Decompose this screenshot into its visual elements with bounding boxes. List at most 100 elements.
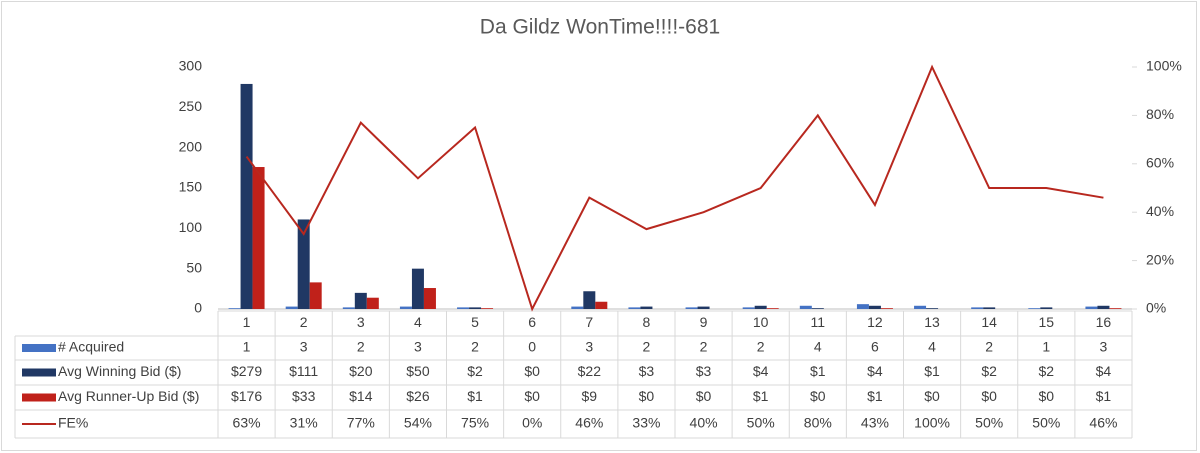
y-tick-label: 150	[179, 179, 203, 195]
fe-line	[245, 64, 1104, 312]
chart-title: Da Gildz WonTime!!!!-681	[480, 16, 720, 39]
bar	[285, 306, 298, 309]
bar	[1040, 307, 1053, 309]
table-cell: $22	[578, 363, 602, 379]
table-cell: 1	[243, 339, 251, 355]
bar	[1085, 306, 1098, 309]
bar	[240, 83, 253, 309]
bar	[354, 292, 367, 309]
table-cell: $0	[810, 388, 826, 404]
table-cell: 2	[757, 339, 765, 355]
x-tick-label: 14	[981, 314, 997, 330]
table-cell: 2	[643, 339, 651, 355]
table-cell: $1	[867, 388, 883, 404]
x-tick-label: 6	[528, 314, 536, 330]
y-tick-label: 0	[194, 300, 202, 316]
y-tick-label: 50	[186, 259, 202, 275]
table-cell: 75%	[461, 415, 489, 431]
table-cell: 50%	[975, 415, 1003, 431]
x-tick-label: 4	[414, 314, 422, 330]
table-cell: $0	[1039, 388, 1055, 404]
table-cell: $9	[582, 388, 598, 404]
x-tick-label: 3	[357, 314, 365, 330]
x-tick-label: 7	[585, 314, 593, 330]
table-cell: 54%	[404, 415, 432, 431]
legend-label: Avg Runner-Up Bid ($)	[58, 388, 199, 404]
table-cell: 0%	[522, 415, 542, 431]
table-cell: 4	[928, 339, 936, 355]
table-cell: 2	[985, 339, 993, 355]
table-cell: $26	[406, 388, 430, 404]
table-cell: $2	[467, 363, 483, 379]
bar	[423, 288, 436, 309]
bar	[342, 307, 355, 309]
bar	[685, 307, 698, 309]
x-tick-label: 9	[700, 314, 708, 330]
table-cell: 3	[585, 339, 593, 355]
y-tick-label: 250	[179, 98, 203, 114]
table-cell: $0	[524, 388, 540, 404]
table-cell: $0	[639, 388, 655, 404]
x-tick-label: 2	[300, 314, 308, 330]
table-cell: 50%	[747, 415, 775, 431]
table-cell: $3	[696, 363, 712, 379]
table-cell: $1	[467, 388, 483, 404]
y2-tick-label: 100%	[1146, 58, 1182, 74]
table-cell: 2	[700, 339, 708, 355]
table-cell: 80%	[804, 415, 832, 431]
table-cell: $0	[924, 388, 940, 404]
legend-key	[22, 393, 56, 402]
table-cell: $1	[924, 363, 940, 379]
y-tick-label: 100	[179, 219, 203, 235]
table-cell: $1	[810, 363, 826, 379]
x-tick-label: 16	[1096, 314, 1112, 330]
bar	[309, 282, 322, 309]
table-cell: 31%	[290, 415, 318, 431]
y2-tick-label: 20%	[1146, 251, 1174, 267]
bar	[983, 307, 996, 309]
table-cell: $1	[1096, 388, 1112, 404]
bar	[628, 307, 641, 309]
bar	[366, 297, 379, 309]
bar	[1028, 308, 1041, 309]
bar	[411, 268, 424, 309]
bar	[856, 304, 869, 309]
x-tick-label: 1	[243, 314, 251, 330]
bar	[868, 305, 881, 309]
table-cell: $2	[1039, 363, 1055, 379]
legend-key	[22, 368, 56, 377]
table-cell: $279	[231, 363, 262, 379]
bar	[469, 307, 482, 309]
y2-tick-label: 80%	[1146, 106, 1174, 122]
table-cell: 3	[300, 339, 308, 355]
y2-tick-label: 60%	[1146, 155, 1174, 171]
table-cell: 40%	[690, 415, 718, 431]
table-cell: $3	[639, 363, 655, 379]
table-cell: $0	[981, 388, 997, 404]
x-tick-label: 8	[643, 314, 651, 330]
table-cell: 46%	[1089, 415, 1117, 431]
table-cell: 46%	[575, 415, 603, 431]
table-cell: 33%	[632, 415, 660, 431]
bar	[766, 308, 779, 309]
y2-tick-label: 40%	[1146, 203, 1174, 219]
x-tick-label: 10	[753, 314, 769, 330]
bar	[811, 308, 824, 309]
bar	[571, 306, 584, 309]
bar	[799, 305, 812, 309]
table-cell: $50	[406, 363, 430, 379]
bar	[228, 308, 241, 309]
bar	[697, 306, 710, 309]
table-cell: $4	[753, 363, 769, 379]
table-cell: $0	[524, 363, 540, 379]
table-cell: 3	[1100, 339, 1108, 355]
bar	[399, 306, 412, 309]
bar	[1097, 305, 1110, 309]
table-cell: $1	[753, 388, 769, 404]
bar	[595, 301, 608, 309]
bar	[926, 308, 939, 309]
bar	[914, 305, 927, 309]
y2-tick-label: 0%	[1146, 300, 1166, 316]
bar	[481, 308, 494, 309]
